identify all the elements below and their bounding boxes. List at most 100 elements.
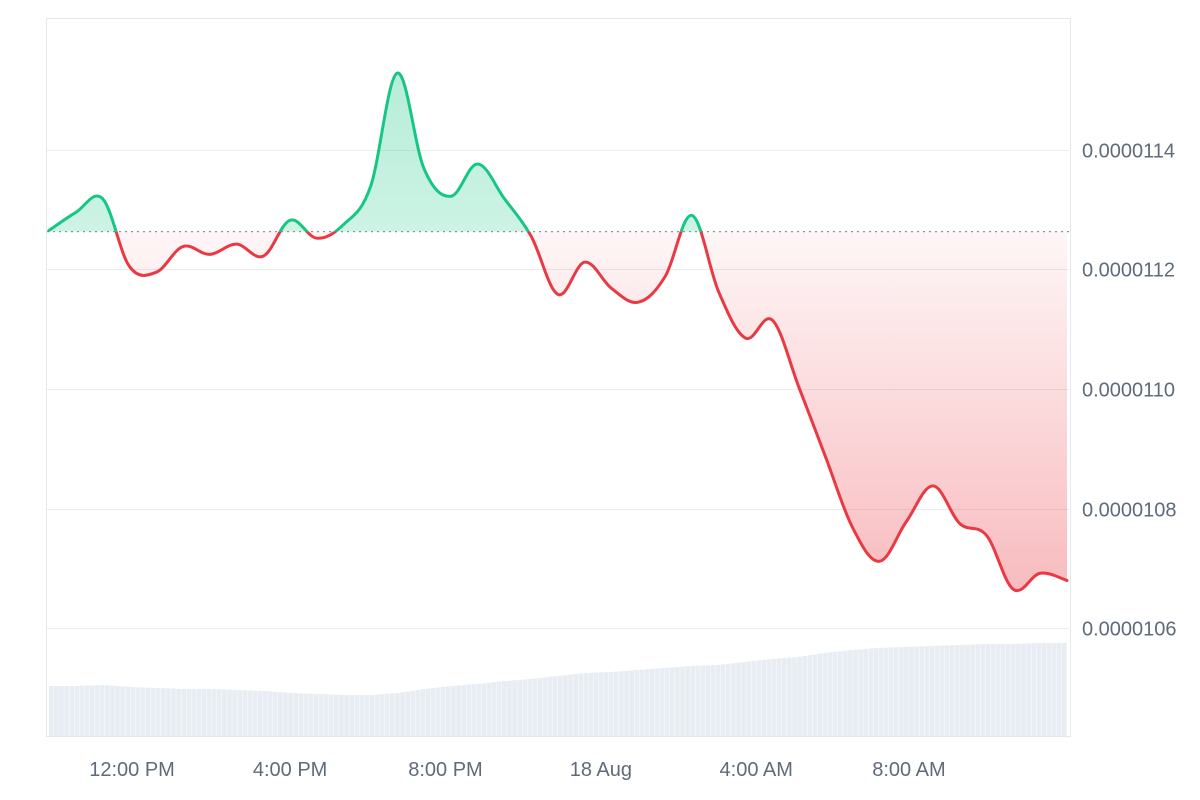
volume-bar <box>725 663 731 736</box>
volume-bar <box>1016 643 1021 736</box>
volume-bar <box>975 644 981 736</box>
volume-bar <box>792 657 797 736</box>
volume-bar <box>863 648 869 736</box>
volume-bar <box>1051 643 1057 736</box>
volume-bar <box>807 655 813 736</box>
volume-bar <box>970 644 975 736</box>
volume-bar <box>995 644 1001 736</box>
x-axis: 12:00 PM 4:00 PM 8:00 PM 18 Aug 4:00 AM 8:00 … <box>89 759 945 781</box>
volume-bar <box>802 655 807 736</box>
volume-bar <box>496 681 502 736</box>
volume-bar <box>990 644 996 736</box>
volume-bar <box>547 676 553 736</box>
y-tick-label-0: 0.0000106 <box>1082 619 1177 641</box>
volume-bar <box>1046 643 1052 736</box>
volume-bar <box>741 662 746 736</box>
volume-bar <box>776 658 782 736</box>
volume-bar <box>104 685 110 736</box>
volume-bar <box>446 686 451 736</box>
volume-bar <box>949 645 955 736</box>
volume-bar <box>354 695 360 736</box>
volume-bar <box>593 672 599 736</box>
volume-bar <box>115 685 120 736</box>
volume-bar <box>771 658 777 736</box>
volume-bar <box>425 688 431 736</box>
volume-bar <box>395 693 400 736</box>
volume-bar <box>69 686 75 736</box>
volume-bar <box>649 668 655 736</box>
volume-bar <box>629 670 634 736</box>
volume-bar <box>858 649 863 736</box>
volume-bar <box>216 689 222 736</box>
volume-bar <box>705 665 711 736</box>
volume-bar <box>578 673 584 736</box>
volume-bar <box>573 673 578 736</box>
volume-bar <box>84 685 90 736</box>
area-fills <box>49 73 1067 591</box>
x-tick-label-3: 18 Aug <box>570 759 632 781</box>
volume-bar <box>227 689 232 736</box>
volume-bar <box>899 647 904 736</box>
volume-bar <box>283 692 288 736</box>
volume-bar <box>817 653 823 736</box>
volume-bar <box>669 667 675 736</box>
volume-bar <box>110 685 115 736</box>
volume-bar <box>853 649 858 736</box>
volume-bar <box>405 691 410 736</box>
volume-bar <box>125 686 131 736</box>
price-line-below <box>48 231 1069 593</box>
volume-bar <box>568 674 573 736</box>
volume-bar <box>690 665 696 736</box>
volume-bar <box>644 669 650 736</box>
volume-bar <box>583 672 589 736</box>
volume-bar <box>339 694 344 736</box>
volume-bar <box>837 651 843 736</box>
volume-bar <box>374 694 380 736</box>
volume-bar <box>186 689 192 736</box>
volume-bar <box>171 688 176 736</box>
volume-bar <box>74 686 80 736</box>
volume-bar <box>59 686 64 736</box>
volume-bar <box>781 658 787 736</box>
volume-bar <box>318 694 324 736</box>
volume-bar <box>517 679 522 736</box>
volume-bar <box>211 689 217 736</box>
volume-bar <box>1011 643 1016 736</box>
volume-bar <box>323 694 329 736</box>
volume-bar <box>532 678 538 736</box>
volume-bar <box>980 644 986 736</box>
volume-bar <box>476 683 482 736</box>
volume-bar <box>603 672 609 736</box>
volume-bar <box>619 671 624 736</box>
volume-bar <box>822 652 828 736</box>
volume-bar <box>654 668 660 736</box>
volume-bar <box>848 650 853 736</box>
volume-bar <box>944 645 950 736</box>
volume-bar <box>155 688 161 736</box>
volume-bar <box>435 687 441 736</box>
volume-bar <box>201 689 207 736</box>
volume-bar <box>140 687 146 736</box>
volume-bar <box>832 651 838 736</box>
volume-bar <box>79 685 85 736</box>
y-axis: 0.0000106 0.0000108 0.0000110 0.0000112 0.00… <box>1082 141 1177 641</box>
volume-bar <box>99 685 105 736</box>
y-tick-label-2: 0.0000110 <box>1082 380 1175 402</box>
volume-bar <box>598 672 604 736</box>
volume-bar <box>471 684 477 736</box>
volume-bar <box>766 659 772 736</box>
volume-bar <box>756 660 762 736</box>
volume-bar <box>537 678 543 736</box>
volume-bar <box>680 666 685 736</box>
volume-bar <box>222 689 227 736</box>
volume-bar <box>344 695 349 736</box>
volume-bar <box>929 645 935 736</box>
volume-bar <box>420 689 426 736</box>
volume-bar <box>502 681 507 736</box>
volume-bar <box>1041 643 1047 736</box>
volume-bar <box>873 648 879 736</box>
plot-frame <box>46 18 1071 737</box>
volume-bar <box>985 644 991 736</box>
volume-bar <box>313 693 319 736</box>
